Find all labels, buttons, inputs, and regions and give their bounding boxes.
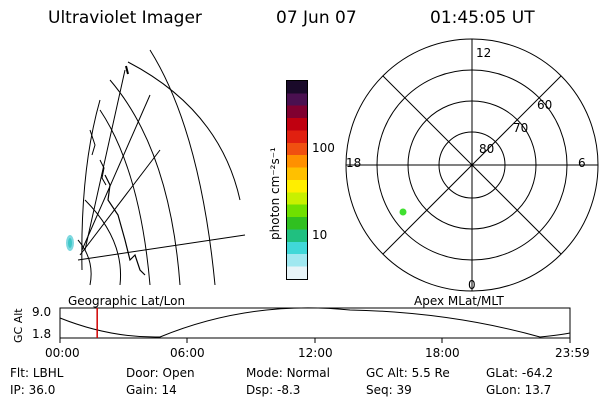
map-meridian <box>81 94 151 251</box>
map-lat-arc <box>149 49 216 286</box>
colorbar-tick-10: 10 <box>312 228 328 242</box>
polar-caption: Apex MLat/MLT <box>414 294 504 308</box>
polar-diagonal <box>382 75 562 255</box>
altitude-plot-frame <box>59 307 571 339</box>
map-horizon <box>81 99 101 271</box>
status-mode: Mode: Normal <box>246 366 330 380</box>
altitude-xtick-2: 12:00 <box>298 346 333 360</box>
map-lat-arc <box>109 79 181 286</box>
status-ip: IP: 36.0 <box>10 383 56 397</box>
status-gc-alt: GC Alt: 5.5 Re <box>366 366 450 380</box>
status-gain: Gain: 14 <box>126 383 177 397</box>
colorbar-tick-100: 100 <box>312 141 335 155</box>
map-lat-arc <box>84 199 122 286</box>
map-lat-arc <box>127 61 241 201</box>
altitude-ytick-max: 9.0 <box>32 305 52 319</box>
map-lat-arc <box>77 239 92 286</box>
map-lat-arc <box>99 109 151 286</box>
mlt-label-6: 6 <box>578 156 586 170</box>
mlt-label-12: 12 <box>476 46 492 60</box>
map-meridian <box>84 69 126 251</box>
mlat-label-70: 70 <box>513 121 529 135</box>
map-meridian <box>77 234 246 261</box>
status-glat: GLat: -64.2 <box>486 366 553 380</box>
status-flt: Flt: LBHL <box>10 366 64 380</box>
map-coastline <box>89 129 96 156</box>
map-coastline <box>104 174 146 276</box>
map-caption: Geographic Lat/Lon <box>68 294 186 308</box>
status-glon: GLon: 13.7 <box>486 383 552 397</box>
altitude-xtick-4: 23:59 <box>555 346 590 360</box>
emission-blob <box>68 238 72 248</box>
map-coastline <box>99 159 107 186</box>
status-dsp: Dsp: -8.3 <box>246 383 301 397</box>
map-coastline <box>125 65 129 75</box>
altitude-xtick-3: 18:00 <box>425 346 460 360</box>
mlat-label-80: 80 <box>479 142 495 156</box>
app-title: Ultraviolet Imager <box>48 8 202 28</box>
colorbar <box>286 80 308 280</box>
spacecraft-footprint <box>399 208 407 216</box>
map-meridian <box>79 149 161 256</box>
mlat-label-60: 60 <box>537 98 553 112</box>
altitude-curve <box>59 307 571 338</box>
altitude-xtick-1: 06:00 <box>170 346 205 360</box>
mlt-label-18: 18 <box>346 156 362 170</box>
mlt-label-0: 0 <box>468 278 476 292</box>
status-seq: Seq: 39 <box>366 383 412 397</box>
date-label: 07 Jun 07 <box>276 8 357 28</box>
status-door: Door: Open <box>126 366 195 380</box>
altitude-xtick-0: 00:00 <box>45 346 80 360</box>
time-label: 01:45:05 UT <box>430 8 535 28</box>
altitude-ytick-min: 1.8 <box>32 327 52 341</box>
